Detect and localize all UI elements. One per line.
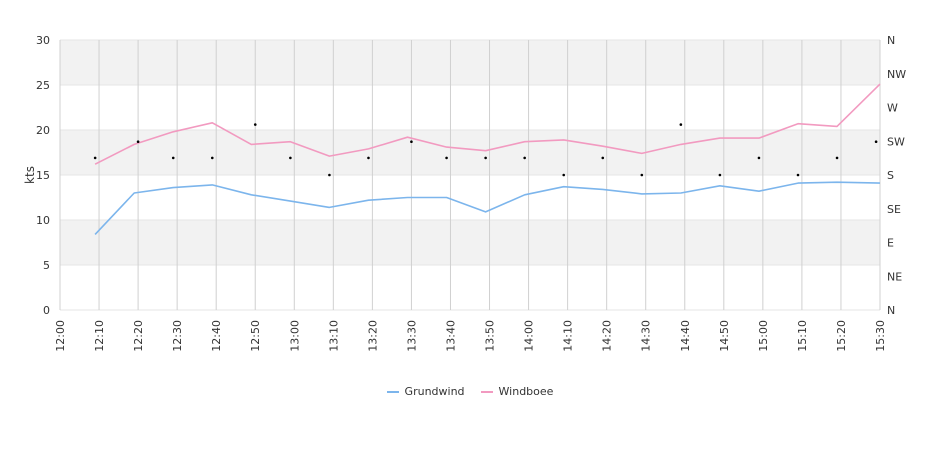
y2-tick-label: W	[887, 102, 898, 115]
x-tick-label: 14:50	[718, 320, 731, 352]
x-tick-label: 13:30	[405, 320, 418, 352]
x-tick-label: 14:10	[562, 320, 575, 352]
direction-marker	[328, 173, 331, 177]
series-line-windboee	[94, 83, 881, 165]
direction-marker	[562, 173, 566, 177]
legend-label-windboee: Windboee	[498, 385, 554, 398]
y2-tick-label: N	[887, 304, 895, 317]
direction-marker	[874, 140, 878, 143]
y-tick-label: 0	[43, 304, 50, 317]
y-tick-label: 10	[36, 214, 50, 227]
x-tick-label: 12:20	[132, 320, 145, 352]
x-tick-label: 12:30	[171, 320, 184, 352]
x-tick-label: 14:40	[679, 320, 692, 352]
x-tick-label: 12:00	[54, 320, 67, 352]
legend-swatch-grundwind	[386, 390, 399, 393]
y2-tick-label: NW	[887, 68, 906, 81]
y-tick-label: 25	[36, 79, 50, 92]
direction-marker	[601, 156, 605, 160]
plot-band	[60, 130, 880, 175]
direction-marker	[93, 156, 97, 160]
direction-marker	[410, 140, 413, 143]
direction-marker	[679, 123, 683, 126]
x-tick-label: 15:00	[757, 320, 770, 352]
plot-band	[60, 40, 880, 85]
legend-label-grundwind: Grundwind	[404, 385, 465, 398]
series-line-grundwind	[94, 181, 881, 235]
plot-band	[60, 220, 880, 265]
direction-marker	[796, 173, 800, 177]
direction-marker	[367, 156, 370, 160]
legend-swatch-windboee	[480, 390, 493, 393]
direction-marker	[253, 123, 257, 126]
y-tick-label: 30	[36, 34, 50, 47]
direction-marker	[640, 173, 644, 177]
x-axis-ticks: 12:00 12:10 12:20 12:30 12:40 12:50 13:00 13:10…	[54, 320, 887, 352]
x-tick-label: 15:30	[874, 320, 887, 352]
x-tick-label: 13:10	[327, 320, 340, 352]
y2-tick-label: E	[887, 237, 894, 250]
series-lines	[94, 83, 881, 235]
grid-lines	[59, 39, 881, 311]
y2-tick-label: NE	[887, 270, 902, 283]
x-tick-label: 14:00	[523, 320, 536, 352]
direction-marker	[835, 156, 839, 160]
x-tick-label: 13:50	[484, 320, 497, 352]
plot-bands	[60, 40, 880, 265]
direction-marker	[445, 156, 448, 160]
y-axis-ticks: 0 5 10 15 20 25 30	[36, 34, 50, 317]
direction-marker	[171, 156, 175, 160]
y2-tick-label: SW	[887, 135, 905, 148]
y2-axis-ticks: N NE E SE S SW W NW N	[887, 34, 906, 317]
direction-marker	[289, 156, 292, 160]
direction-markers	[93, 123, 878, 177]
x-tick-label: 13:20	[366, 320, 379, 352]
y-axis-title: kts	[23, 166, 37, 184]
x-tick-label: 13:00	[288, 320, 301, 352]
direction-marker	[718, 173, 722, 177]
y-tick-label: 15	[36, 169, 50, 182]
direction-marker	[757, 156, 761, 160]
direction-marker	[210, 156, 214, 160]
y-tick-label: 5	[43, 259, 50, 272]
y2-tick-label: SE	[887, 203, 901, 216]
x-tick-label: 12:50	[249, 320, 262, 352]
y-tick-label: 20	[36, 124, 50, 137]
x-tick-label: 14:20	[601, 320, 614, 352]
direction-marker	[484, 156, 487, 160]
legend-item-windboee[interactable]: Windboee	[480, 385, 554, 398]
y2-tick-label: N	[887, 34, 895, 47]
x-tick-label: 15:20	[835, 320, 848, 352]
direction-marker	[523, 156, 526, 160]
direction-marker	[136, 140, 140, 143]
y2-tick-label: S	[887, 169, 894, 182]
legend: Grundwind Windboee	[0, 385, 940, 398]
x-tick-label: 12:10	[93, 320, 106, 352]
legend-item-grundwind[interactable]: Grundwind	[386, 385, 465, 398]
x-tick-label: 14:30	[640, 320, 653, 352]
x-tick-label: 13:40	[444, 320, 457, 352]
x-tick-label: 12:40	[210, 320, 223, 352]
x-tick-label: 15:10	[796, 320, 809, 352]
